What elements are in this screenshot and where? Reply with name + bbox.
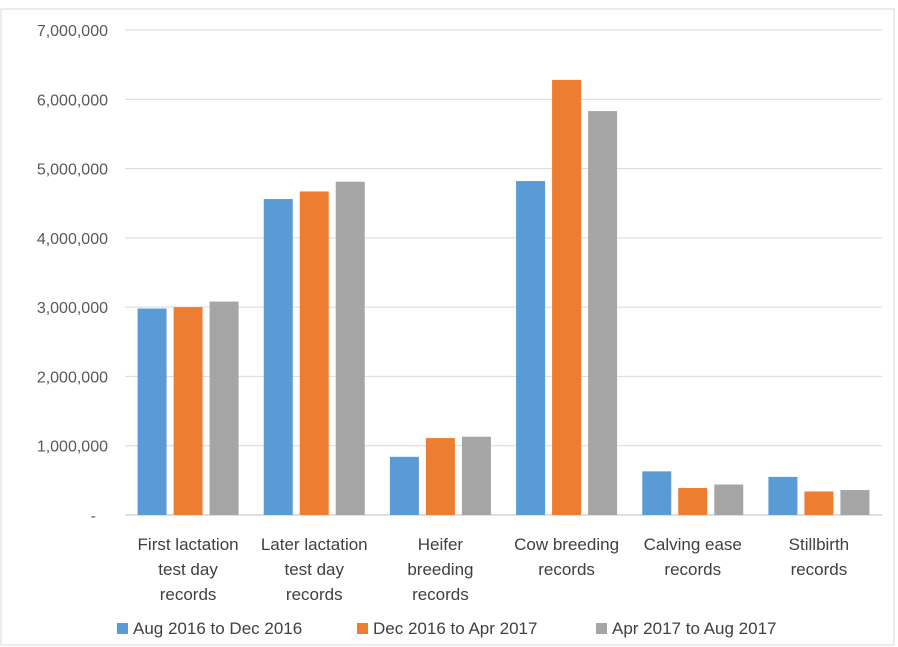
legend-label: Apr 2017 to Aug 2017 bbox=[612, 619, 776, 638]
bars bbox=[137, 79, 870, 516]
category-label-line: records bbox=[791, 560, 848, 579]
legend-label: Aug 2016 to Dec 2016 bbox=[133, 619, 302, 638]
legend-label: Dec 2016 to Apr 2017 bbox=[373, 619, 537, 638]
bar-series-1-category-2 bbox=[263, 199, 293, 516]
y-tick-label: 4,000,000 bbox=[37, 231, 108, 248]
legend-swatch bbox=[596, 623, 607, 634]
category-label-line: Stillbirth bbox=[789, 535, 849, 554]
y-tick-label: 6,000,000 bbox=[37, 92, 108, 109]
bar-series-2-category-2 bbox=[299, 191, 329, 515]
gridlines bbox=[125, 29, 882, 516]
y-tick-label: - bbox=[91, 508, 96, 525]
category-label-line: records bbox=[412, 585, 469, 604]
y-axis-tick-labels: - 1,000,000 2,000,000 3,000,000 4,000,000 5,0… bbox=[37, 23, 108, 525]
bar-series-2-category-3 bbox=[425, 438, 455, 515]
bar-series-1-category-4 bbox=[516, 181, 546, 516]
legend-swatch bbox=[117, 623, 128, 634]
category-label-line: records bbox=[664, 560, 721, 579]
category-label-line: breeding bbox=[407, 560, 473, 579]
category-label-line: Later lactation bbox=[261, 535, 368, 554]
bar-series-3-category-1 bbox=[209, 301, 239, 515]
category-label-line: records bbox=[160, 585, 217, 604]
category-label-line: test day bbox=[158, 560, 218, 579]
category-label-line: Calving ease bbox=[644, 535, 742, 554]
legend: Aug 2016 to Dec 2016 Dec 2016 to Apr 2017… bbox=[117, 619, 776, 638]
category-label-line: First lactation bbox=[138, 535, 239, 554]
y-tick-label: 3,000,000 bbox=[37, 300, 108, 317]
legend-swatch bbox=[357, 623, 368, 634]
category-label-line: records bbox=[286, 585, 343, 604]
y-tick-label: 5,000,000 bbox=[37, 162, 108, 179]
bar-series-1-category-1 bbox=[137, 308, 167, 515]
bar-series-2-category-1 bbox=[173, 307, 203, 515]
bar-series-2-category-5 bbox=[678, 487, 708, 515]
bar-series-3-category-3 bbox=[461, 436, 491, 515]
category-label-line: Cow breeding bbox=[514, 535, 619, 554]
x-axis-category-labels: First lactation test day records Later lact… bbox=[138, 535, 850, 604]
bar-series-3-category-2 bbox=[335, 181, 365, 515]
bar-series-1-category-6 bbox=[768, 476, 798, 515]
y-tick-label: 7,000,000 bbox=[37, 23, 108, 40]
bar-series-2-category-4 bbox=[552, 79, 582, 515]
y-tick-label: 2,000,000 bbox=[37, 369, 108, 386]
category-label-line: Heifer bbox=[418, 535, 464, 554]
category-label-line: test day bbox=[284, 560, 344, 579]
category-label-line: records bbox=[538, 560, 595, 579]
bar-series-1-category-3 bbox=[389, 456, 419, 515]
bar-series-3-category-4 bbox=[588, 111, 618, 516]
bar-series-1-category-5 bbox=[642, 471, 672, 515]
bar-series-2-category-6 bbox=[804, 491, 834, 515]
y-tick-label: 1,000,000 bbox=[37, 439, 108, 456]
bar-series-3-category-6 bbox=[840, 490, 870, 515]
bar-series-3-category-5 bbox=[714, 484, 744, 515]
